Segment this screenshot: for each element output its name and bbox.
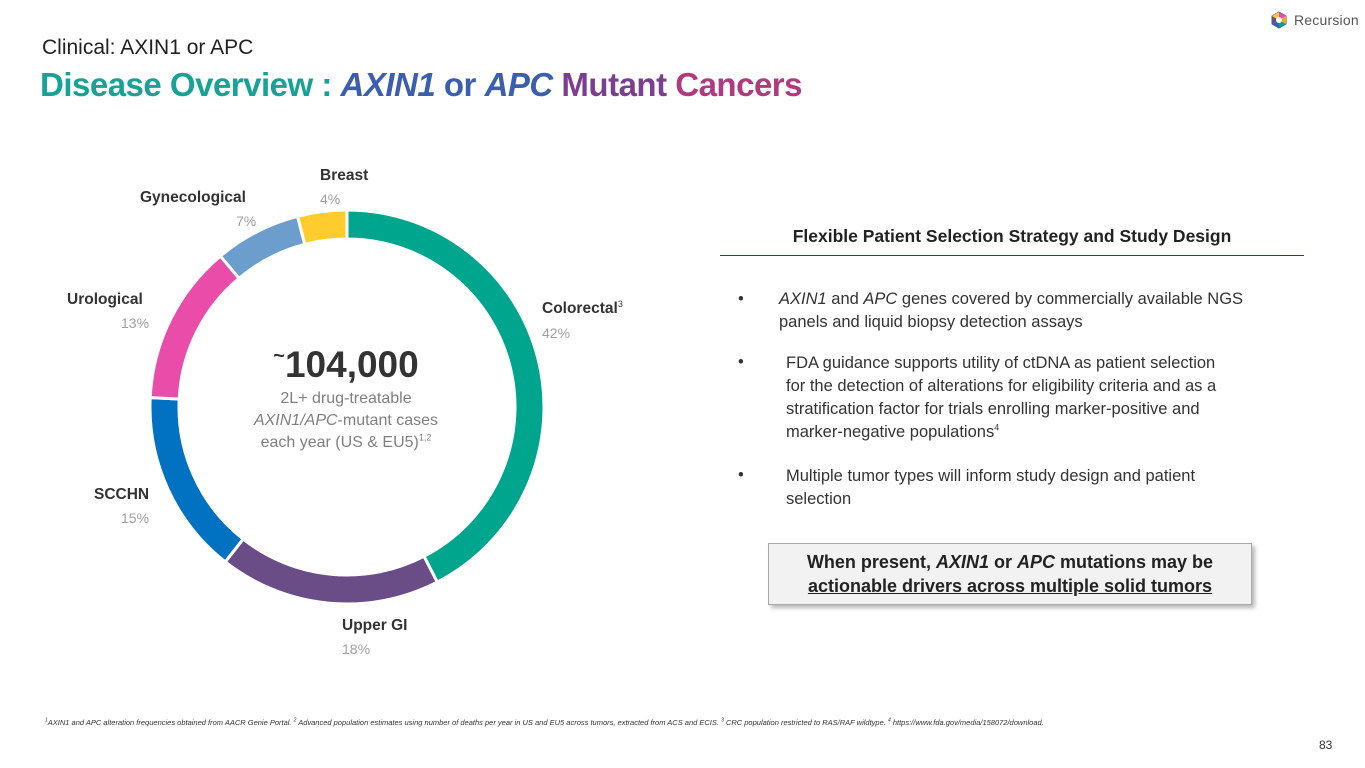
pct-colorectal: 42% [542,325,571,341]
title-part-2: AXIN1 [340,66,436,103]
hexagon-logo-icon [1271,11,1287,29]
bullet-3-text: Multiple tumor types will inform study d… [786,467,1196,508]
bullet-2-text: FDA guidance supports utility of ctDNA a… [786,354,1217,441]
label-gynecological: Gynecological [140,189,246,206]
pct-scchn: 15% [121,510,150,526]
selection-heading: Flexible Patient Selection Strategy and … [792,226,1232,246]
label-urological: Urological [67,291,143,308]
pct-upper-gi: 18% [342,641,371,657]
center-description: 2L+ drug-treatable AXIN1/APC-mutant case… [253,389,439,452]
title-part-5: Mutant [552,66,676,103]
callout-box: When present, AXIN1 or APC mutations may… [768,543,1252,605]
label-breast: Breast [320,167,369,184]
title-part-6: Cancers [675,66,802,103]
label-colorectal: Colorectal3 [542,298,623,317]
center-value: ~104,000 [273,344,419,385]
label-upper-gi: Upper GI [342,617,408,634]
donut-chart [148,208,546,606]
title-part-3: or [435,66,485,103]
bullet-1-text: AXIN1 and APC genes covered by commercia… [779,290,1244,331]
donut-slice-gynecological [218,214,307,281]
donut-slice-breast [295,208,349,247]
colorectal-superscript: 3 [617,298,623,309]
slide-subtitle: Clinical: AXIN1 or APC [42,36,254,59]
page-number: 83 [1319,738,1333,752]
slide-title: Disease Overview : AXIN1 or APC Mutant C… [40,66,802,104]
pct-gynecological: 7% [236,213,257,229]
brand-name: Recursion [1294,12,1359,28]
bullet-3-marker: • [738,466,744,484]
heading-divider [720,255,1304,256]
donut-center: ~104,000 2L+ drug-treatable AXIN1/APC-mu… [220,344,472,455]
title-part-1: Disease Overview : [40,66,341,103]
title-part-4: APC [484,66,554,103]
label-scchn: SCCHN [94,486,150,503]
pct-breast: 4% [320,191,341,207]
donut-slice-upper-gi [223,536,440,606]
recursion-logo: Recursion [1270,11,1359,29]
bullet-1-marker: • [738,290,744,308]
bullet-2-marker: • [738,353,744,371]
pct-urological: 13% [121,315,150,331]
footnote: 1AXIN1 and APC alteration frequencies ob… [45,717,1044,727]
